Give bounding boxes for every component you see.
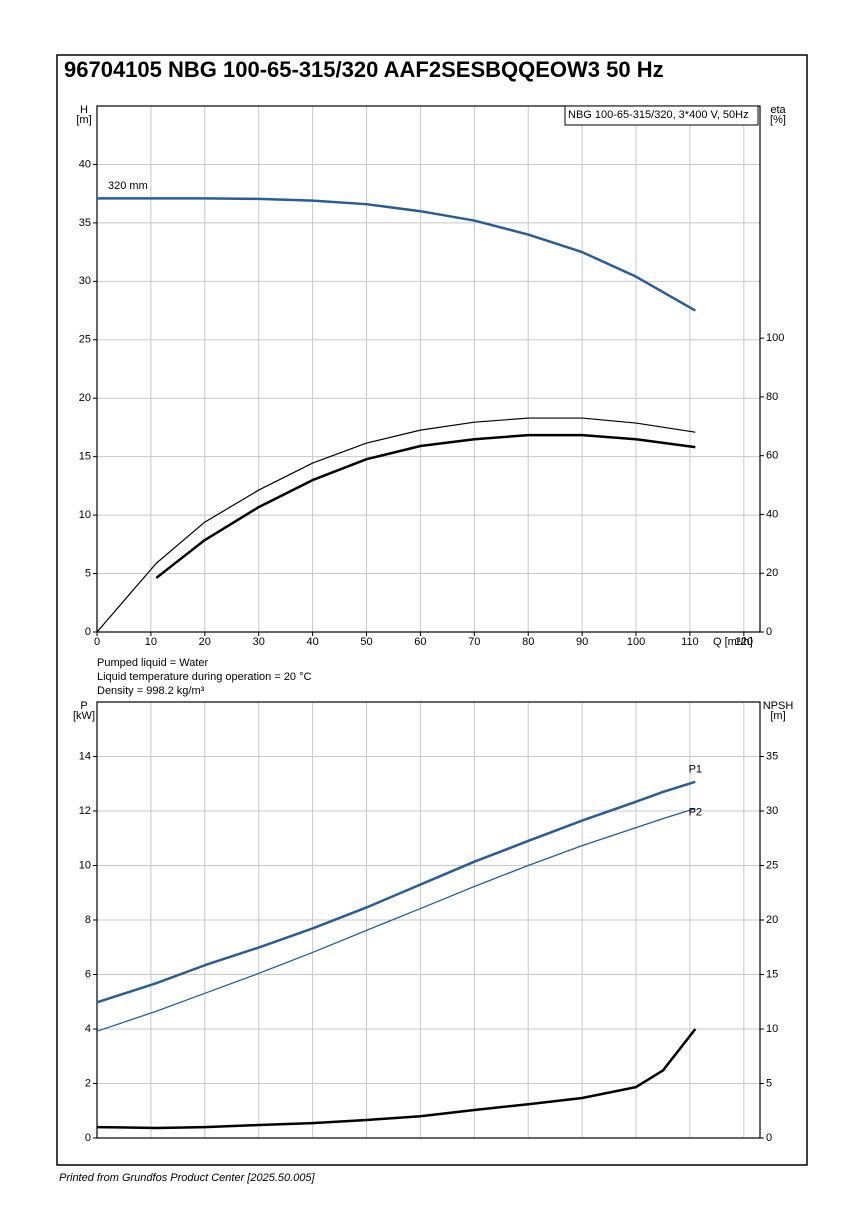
plot-border — [96, 701, 761, 1139]
y-tick-label: 40 — [79, 158, 91, 170]
curve — [155, 433, 696, 579]
note: Pumped liquid = Water — [97, 657, 209, 669]
curve — [96, 417, 696, 633]
series-label: P1 — [689, 764, 702, 776]
y2-tick-label: 25 — [766, 859, 778, 871]
curve — [96, 1028, 697, 1130]
y-tick-label: 4 — [85, 1023, 91, 1035]
curve — [96, 780, 696, 1004]
y-tick-label: 6 — [85, 968, 91, 980]
y2-tick-label: 15 — [766, 968, 778, 980]
y2-tick-label: 40 — [766, 508, 778, 520]
y2-tick-label: 60 — [766, 450, 778, 462]
plot-border — [96, 105, 761, 633]
page-border — [56, 54, 808, 1166]
y2-tick-label: 5 — [766, 1077, 772, 1089]
legend-text: NBG 100-65-315/320, 3*400 V, 50Hz — [568, 109, 749, 121]
x-tick-label: 30 — [253, 636, 265, 648]
note: Liquid temperature during operation = 20… — [97, 671, 312, 683]
y-tick-label: 0 — [85, 626, 91, 638]
page-title: 96704105 NBG 100-65-315/320 AAF2SESBQQEO… — [64, 57, 664, 82]
x-tick-label: 80 — [522, 636, 534, 648]
y2-tick-label: 10 — [766, 1023, 778, 1035]
note: Density = 998.2 kg/m³ — [97, 685, 205, 697]
x-tick-label: 100 — [627, 636, 645, 648]
x-tick-label: 0 — [94, 636, 100, 648]
x-tick-label: 70 — [468, 636, 480, 648]
y2-tick-label: 30 — [766, 805, 778, 817]
y-axis-label: P — [80, 700, 87, 712]
y-tick-label: 10 — [79, 509, 91, 521]
curve — [96, 807, 696, 1032]
y-tick-label: 10 — [79, 859, 91, 871]
y-tick-label: 8 — [85, 914, 91, 926]
y-tick-label: 15 — [79, 451, 91, 463]
curve — [97, 197, 696, 312]
x-tick-label: 90 — [576, 636, 588, 648]
series-label: 320 mm — [108, 180, 148, 192]
x-tick-label: 120 — [735, 636, 753, 648]
x-tick-label: 50 — [360, 636, 372, 648]
x-tick-label: 40 — [306, 636, 318, 648]
y-tick-label: 25 — [79, 334, 91, 346]
y-tick-label: 14 — [79, 750, 91, 762]
series-label: P2 — [689, 806, 702, 818]
y2-tick-label: 0 — [766, 626, 772, 638]
legend-box — [564, 105, 759, 126]
y2-tick-label: 20 — [766, 567, 778, 579]
y2-tick-label: 20 — [766, 914, 778, 926]
x-tick-label: 10 — [145, 636, 157, 648]
y-tick-label: 20 — [79, 392, 91, 404]
y2-axis-label: NPSH — [763, 700, 794, 712]
y2-tick-label: 0 — [766, 1132, 772, 1144]
x-axis-label: Q [m³/h] — [713, 636, 753, 648]
y-tick-label: 5 — [85, 567, 91, 579]
x-tick-label: 20 — [199, 636, 211, 648]
footer: Printed from Grundfos Product Center [20… — [59, 1172, 316, 1184]
y2-axis-label: [%] — [770, 114, 786, 126]
y-axis-label: [kW] — [73, 710, 95, 722]
y-tick-label: 0 — [85, 1132, 91, 1144]
y2-tick-label: 100 — [766, 332, 784, 344]
y-tick-label: 35 — [79, 217, 91, 229]
y-tick-label: 2 — [85, 1077, 91, 1089]
y-axis-label: [m] — [76, 114, 91, 126]
y2-axis-label: eta — [770, 104, 786, 116]
x-tick-label: 60 — [414, 636, 426, 648]
x-tick-label: 110 — [681, 636, 699, 648]
y-tick-label: 30 — [79, 275, 91, 287]
y2-axis-label: [m] — [770, 710, 785, 722]
y-axis-label: H — [80, 104, 88, 116]
y-tick-label: 12 — [79, 805, 91, 817]
y2-tick-label: 35 — [766, 750, 778, 762]
y2-tick-label: 80 — [766, 391, 778, 403]
